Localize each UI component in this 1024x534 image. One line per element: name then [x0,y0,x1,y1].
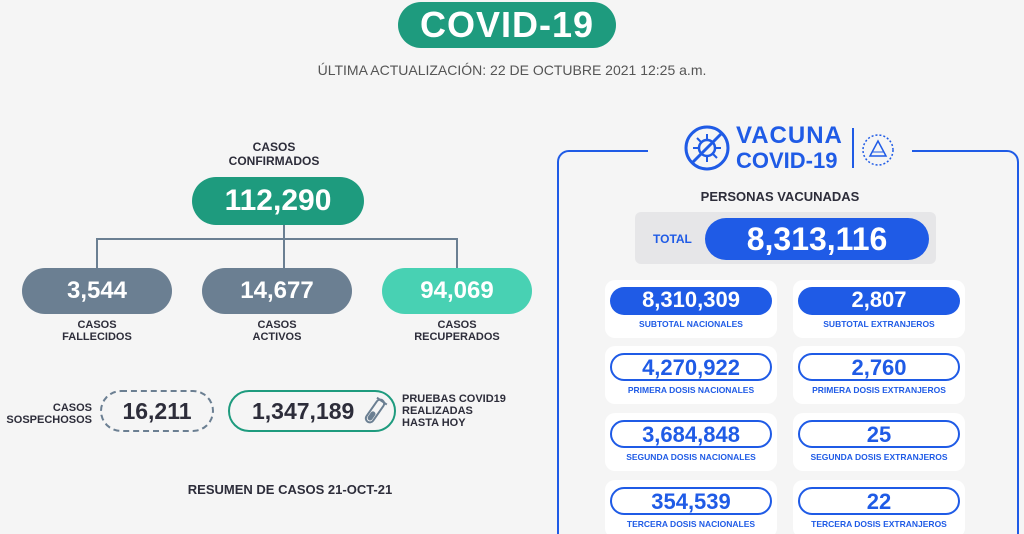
active-label: CASOS ACTIVOS [252,319,302,343]
vaccine-header [648,118,912,182]
card-tercera-nacionales: 354,539 TERCERA DOSIS NACIONALES [605,480,777,534]
card-label: SEGUNDA DOSIS EXTRANJEROS [810,452,948,462]
card-primera-extranjeros: 2,760 PRIMERA DOSIS EXTRANJEROS [793,346,965,404]
el-salvador-seal-icon [862,134,894,166]
suspected-value: 16,211 [100,390,214,432]
vaccine-panel [557,150,1019,534]
card-label: SEGUNDA DOSIS NACIONALES [626,452,756,462]
connector-horizontal [96,238,458,240]
recovered-value: 94,069 [382,268,532,314]
card-label: TERCERA DOSIS EXTRANJEROS [811,519,947,529]
card-value: 354,539 [610,487,772,515]
page-title: COVID-19 [398,2,616,48]
connector-center [283,238,285,268]
card-subtotal-extranjeros: 2,807 SUBTOTAL EXTRANJEROS [793,280,965,338]
card-value: 8,310,309 [610,287,772,315]
card-label: PRIMERA DOSIS EXTRANJEROS [812,385,946,395]
active-cases-value: 14,677 [202,268,352,314]
total-vaccinated-value: 8,313,116 [705,218,929,260]
connector-left [96,238,98,268]
last-update-text: ÚLTIMA ACTUALIZACIÓN: 22 DE OCTUBRE 2021… [317,62,707,78]
deaths-label: CASOS FALLECIDOS [62,319,132,343]
card-value: 2,807 [798,287,960,315]
logo-divider [852,128,854,168]
connector-vertical-main [283,225,285,239]
card-segunda-nacionales: 3,684,848 SEGUNDA DOSIS NACIONALES [605,413,777,471]
vaccine-logo-text: VACUNA [736,122,843,149]
vaccine-logo-subtext: COVID-19 [736,148,838,173]
recovered-label: CASOS RECUPERADOS [414,319,500,343]
card-value: 3,684,848 [610,420,772,448]
card-label: PRIMERA DOSIS NACIONALES [627,385,755,395]
card-label: SUBTOTAL EXTRANJEROS [823,319,935,329]
card-value: 4,270,922 [610,353,772,381]
connector-right [456,238,458,268]
confirmed-cases-value: 112,290 [192,177,364,225]
suspected-label: CASOS SOSPECHOSOS [6,402,92,426]
card-tercera-extranjeros: 22 TERCERA DOSIS EXTRANJEROS [793,480,965,534]
deaths-value: 3,544 [22,268,172,314]
tests-value: 1,347,189 [228,390,396,432]
vaccinated-heading: PERSONAS VACUNADAS [700,189,860,204]
card-value: 2,760 [798,353,960,381]
card-subtotal-nacionales: 8,310,309 SUBTOTAL NACIONALES [605,280,777,338]
card-value: 25 [798,420,960,448]
card-label: TERCERA DOSIS NACIONALES [626,519,756,529]
test-tube-icon [364,396,388,424]
card-label: SUBTOTAL NACIONALES [639,319,743,329]
total-label: TOTAL [653,232,692,246]
confirmed-label: CASOS CONFIRMADOS [228,140,320,168]
tests-label: PRUEBAS COVID19 REALIZADAS HASTA HOY [402,393,506,429]
card-segunda-extranjeros: 25 SEGUNDA DOSIS EXTRANJEROS [793,413,965,471]
virus-crossed-icon [684,125,730,171]
summary-caption: RESUMEN DE CASOS 21-OCT-21 [187,482,393,497]
card-value: 22 [798,487,960,515]
card-primera-nacionales: 4,270,922 PRIMERA DOSIS NACIONALES [605,346,777,404]
